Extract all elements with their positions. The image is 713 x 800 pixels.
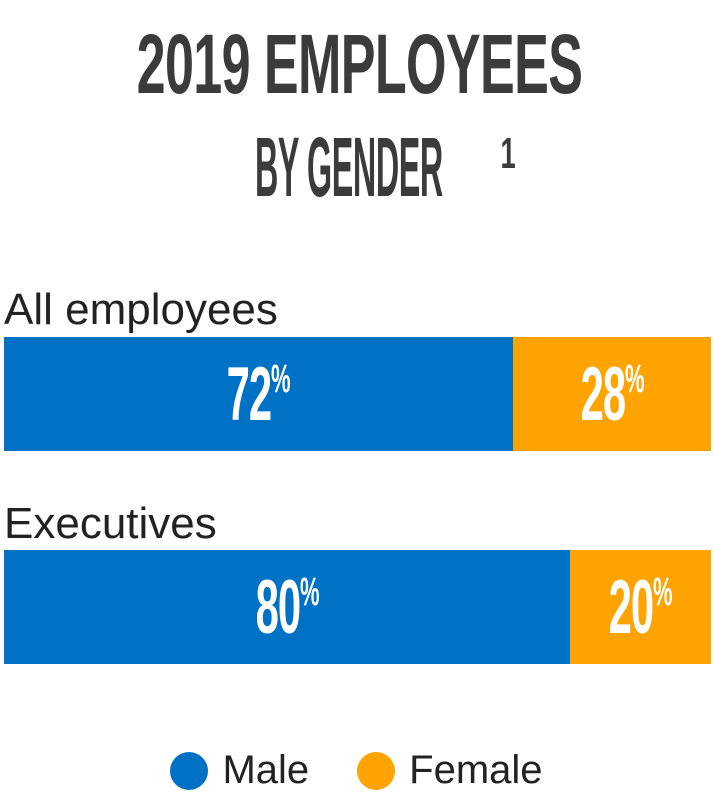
legend-label: Female	[409, 748, 543, 792]
legend: Male Female	[0, 748, 713, 793]
bar-segment-male: 72%	[4, 337, 514, 451]
legend-swatch-male	[170, 751, 209, 790]
legend-item-male: Male	[170, 748, 309, 793]
legend-swatch-female	[357, 751, 396, 790]
legend-label: Male	[222, 748, 310, 792]
bar-row: 80% 20%	[4, 550, 711, 664]
bar-row: 72% 28%	[4, 337, 711, 451]
legend-item-female: Female	[357, 748, 543, 793]
data-label: 80%	[255, 564, 319, 650]
data-label: 28%	[580, 351, 645, 437]
chart-title-line1: 2019 EMPLOYEES	[136, 17, 583, 111]
bar-segment-female: 28%	[513, 337, 711, 451]
data-label: 72%	[227, 351, 291, 437]
bar-segment-female: 20%	[569, 550, 711, 664]
category-label: All employees	[4, 285, 278, 334]
category-label: Executives	[4, 499, 217, 548]
footnote-marker: 1	[500, 129, 516, 178]
bar-segment-male: 80%	[4, 550, 570, 664]
chart-title-line2: BY GENDER 1	[255, 120, 516, 214]
data-label: 20%	[608, 564, 673, 650]
